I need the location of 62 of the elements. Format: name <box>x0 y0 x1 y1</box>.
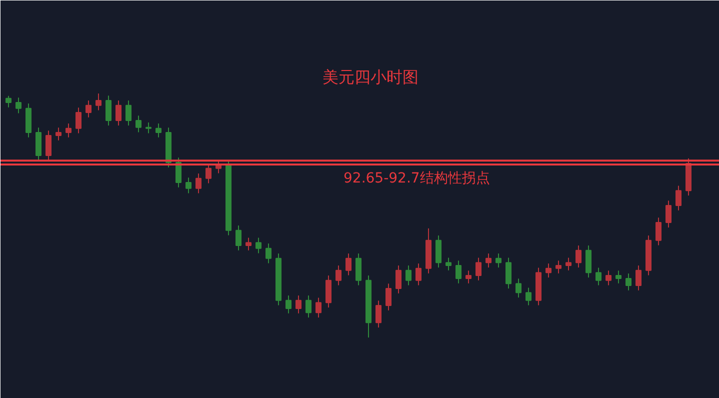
candlestick <box>36 127 42 161</box>
candlestick <box>666 200 672 228</box>
candlestick <box>76 107 82 134</box>
candlestick <box>66 122 72 138</box>
candlestick <box>6 95 12 108</box>
annotation: 92.65-92.7结构性拐点 <box>344 170 490 186</box>
candlestick <box>156 122 162 138</box>
candlestick <box>266 243 272 264</box>
candlestick <box>336 265 342 286</box>
candlestick <box>416 263 422 286</box>
candlestick <box>476 257 482 281</box>
candlestick <box>446 257 452 271</box>
candlestick <box>286 295 292 314</box>
candlestick <box>376 300 382 328</box>
candlestick <box>656 217 662 246</box>
candlestick <box>396 265 402 294</box>
candlestick <box>126 100 132 126</box>
candlestick <box>316 297 322 318</box>
candlestick <box>86 100 92 118</box>
candlestick <box>576 245 582 268</box>
candlestick <box>386 283 392 311</box>
candlestick <box>516 278 522 298</box>
candlestick <box>546 263 552 278</box>
candlestick <box>616 270 622 284</box>
candlestick <box>496 253 502 268</box>
candlestick <box>306 295 312 318</box>
candlestick <box>196 173 202 194</box>
candlestick <box>636 265 642 291</box>
candlestick <box>216 160 222 174</box>
candlestick <box>356 253 362 286</box>
candlestick <box>16 97 22 114</box>
candlestick <box>46 130 52 161</box>
candlestick <box>606 270 612 286</box>
candlestick <box>486 253 492 268</box>
candlestick <box>146 122 152 134</box>
candlestick <box>116 100 122 126</box>
candlestick <box>676 185 682 211</box>
candlestick <box>626 273 632 291</box>
candlestick <box>176 157 182 188</box>
chart-title: 美元四小时图 <box>322 68 418 86</box>
candlestick <box>236 224 242 251</box>
candlestick <box>206 163 212 184</box>
candlestick <box>136 115 142 133</box>
candlestick <box>296 295 302 314</box>
candlestick <box>566 257 572 271</box>
candlestick <box>56 127 62 141</box>
candlestick <box>506 257 512 289</box>
candlestick <box>96 92 102 111</box>
candlestick <box>526 287 532 306</box>
candlestick <box>246 237 252 251</box>
candlestick <box>596 267 602 286</box>
candlestick <box>466 270 472 284</box>
candlestick <box>586 245 592 278</box>
candlestick <box>346 253 352 276</box>
candlestick <box>256 237 262 254</box>
candlestick <box>456 260 462 284</box>
candlestick <box>556 260 562 274</box>
candlestick <box>106 95 112 126</box>
candlestick <box>436 234 442 268</box>
candlestick <box>326 275 332 308</box>
candlestick <box>186 177 192 194</box>
candlestick <box>406 265 412 286</box>
